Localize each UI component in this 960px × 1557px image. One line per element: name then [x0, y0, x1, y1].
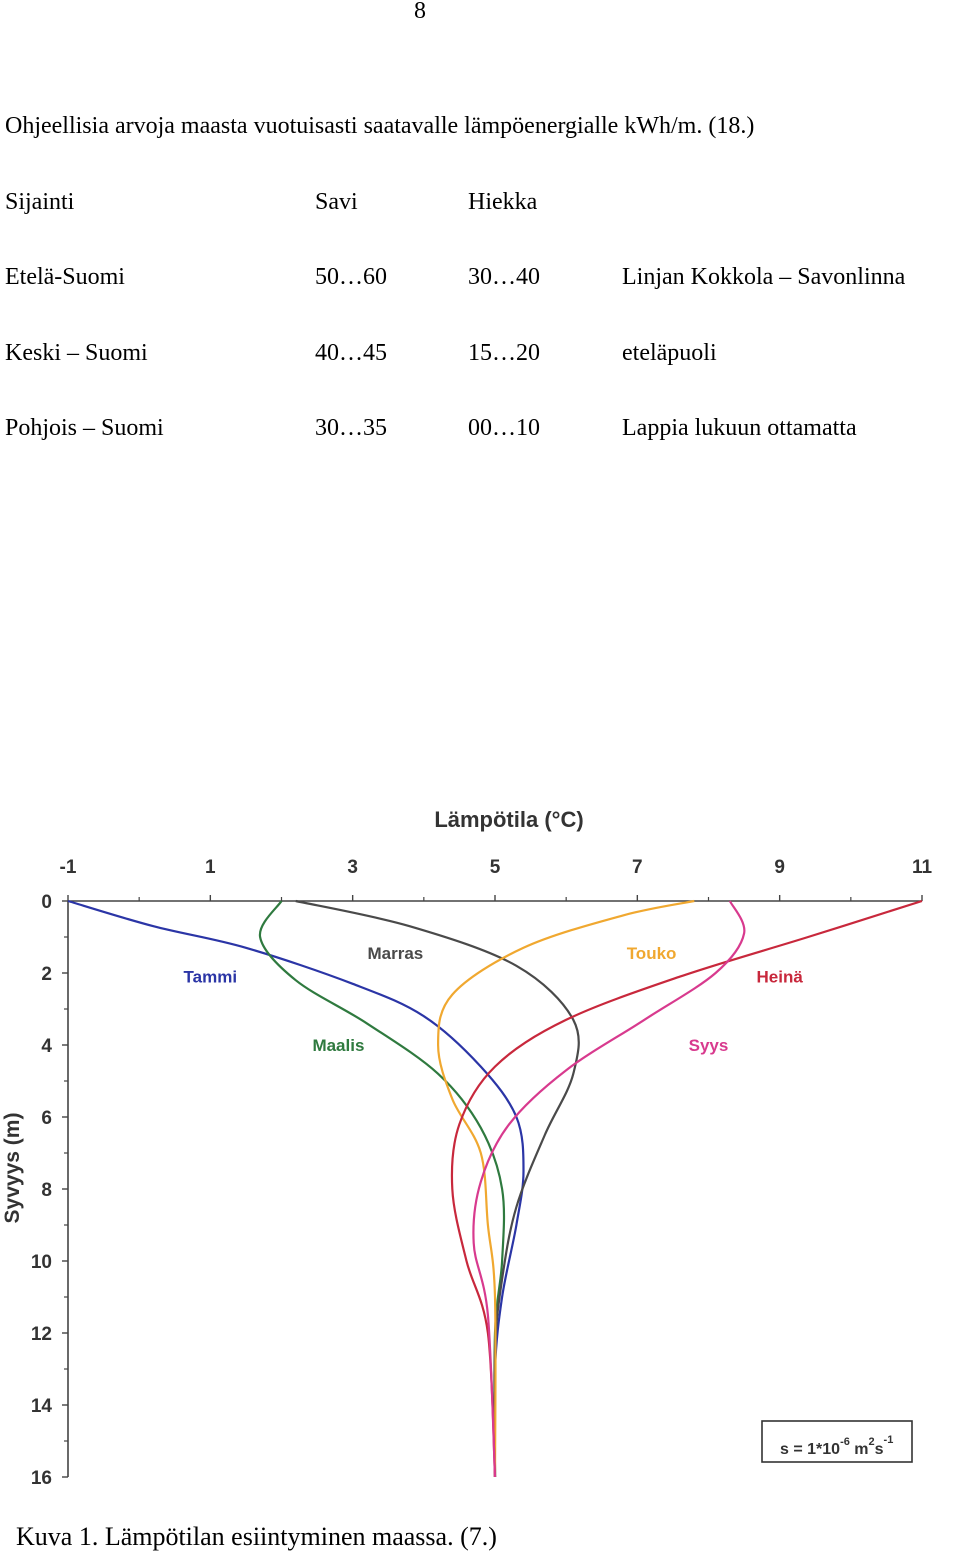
table-cell: eteläpuoli: [622, 340, 717, 366]
table-cell: 30…40: [468, 264, 540, 290]
table-row: Keski – Suomi 40…45 15…20 eteläpuoli: [5, 340, 960, 370]
y-axis-label: Syvyys (m): [1, 1113, 24, 1224]
series-line-marras: [295, 899, 580, 1478]
series-label: Marras: [367, 944, 423, 963]
diffusivity-legend-box: s = 1*10-6 m2s-1: [761, 1420, 913, 1463]
intro-text: Ohjeellisia arvoja maasta vuotuisasti sa…: [5, 113, 755, 139]
y-tick-label: 8: [41, 1180, 52, 1201]
table-header-cell: Sijainti: [5, 189, 75, 215]
x-tick-label: 7: [632, 857, 643, 878]
x-tick-label: -1: [60, 857, 77, 878]
series-line-syys: [472, 900, 746, 1478]
table-cell: Linjan Kokkola – Savonlinna: [622, 264, 906, 290]
y-tick-label: 16: [31, 1468, 52, 1489]
table-cell: 40…45: [315, 340, 387, 366]
x-tick-label: 3: [347, 857, 358, 878]
series-line-tammi: [67, 899, 525, 1478]
table-header-cell: Savi: [315, 189, 358, 215]
y-tick-label: 6: [41, 1108, 52, 1129]
series-lines: [67, 899, 923, 1478]
y-ticks: 0 2 4 6 8 10 12 14 16: [31, 892, 68, 1489]
table-cell: Pohjois – Suomi: [5, 415, 164, 441]
x-tick-label: 5: [490, 857, 501, 878]
series-labels: Tammi Maalis Marras Touko Heinä Syys: [184, 944, 804, 1055]
series-label: Maalis: [312, 1036, 364, 1055]
legend-exponent: 2: [869, 1436, 875, 1448]
legend-unit: m: [850, 1441, 869, 1458]
x-tick-label: 9: [774, 857, 785, 878]
y-tick-label: 14: [31, 1396, 53, 1417]
series-label: Tammi: [184, 968, 238, 987]
legend-unit: s: [875, 1441, 884, 1458]
legend-exponent: -6: [840, 1436, 850, 1448]
x-ticks: -1 1 3 5 7 9 11: [60, 857, 933, 901]
y-tick-label: 10: [31, 1252, 52, 1273]
page-number: 8: [414, 0, 426, 24]
table-cell: 30…35: [315, 415, 387, 441]
table-row: Pohjois – Suomi 30…35 00…10 Lappia lukuu…: [5, 415, 960, 445]
series-line-maalis: [258, 900, 506, 1478]
temperature-depth-chart: Lämpötila (°C) Syvyys (m) -1 1 3 5 7 9 11 0 2 4 6…: [1, 807, 933, 1489]
series-label: Touko: [627, 944, 677, 963]
svg-text:s = 1*10-6 m2s-1: s = 1*10-6 m2s-1: [780, 1434, 893, 1458]
table-header-row: Sijainti Savi Hiekka: [5, 189, 960, 219]
y-tick-label: 0: [41, 892, 52, 913]
table-cell: 15…20: [468, 340, 540, 366]
table-cell: Keski – Suomi: [5, 340, 148, 366]
table-cell: Etelä-Suomi: [5, 264, 125, 290]
table-header-cell: Hiekka: [468, 189, 538, 215]
chart-title: Lämpötila (°C): [434, 807, 583, 832]
figure-caption: Kuva 1. Lämpötilan esiintyminen maassa. …: [16, 1522, 497, 1551]
table-cell: Lappia lukuun ottamatta: [622, 415, 857, 441]
series-line-touko: [436, 899, 695, 1478]
legend-text: s = 1*10: [780, 1441, 840, 1458]
y-tick-label: 2: [41, 964, 52, 985]
table-cell: 00…10: [468, 415, 540, 441]
x-tick-label: 11: [912, 857, 933, 878]
y-tick-label: 12: [31, 1324, 52, 1345]
series-label: Heinä: [757, 968, 804, 987]
y-tick-label: 4: [41, 1036, 52, 1057]
table-cell: 50…60: [315, 264, 387, 290]
series-label: Syys: [689, 1036, 729, 1055]
legend-exponent: -1: [884, 1434, 894, 1446]
table-row: Etelä-Suomi 50…60 30…40 Linjan Kokkola –…: [5, 264, 960, 294]
x-tick-label: 1: [205, 857, 216, 878]
series-line-heinä: [450, 899, 923, 1478]
